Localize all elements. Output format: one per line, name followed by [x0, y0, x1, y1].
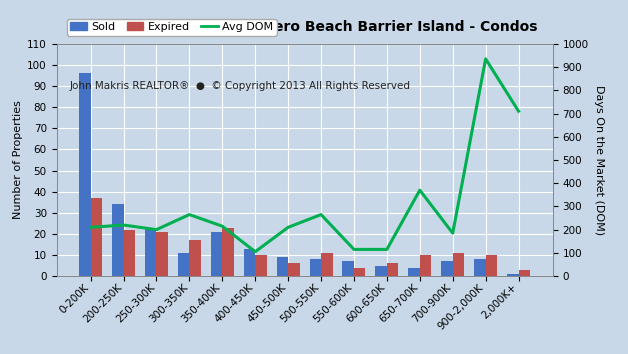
Bar: [408, 268, 420, 276]
Bar: [321, 253, 333, 276]
Bar: [156, 232, 168, 276]
Bar: [441, 261, 453, 276]
Bar: [145, 228, 156, 276]
Bar: [519, 270, 530, 276]
Text: Vero Beach Barrier Island - Condos: Vero Beach Barrier Island - Condos: [264, 20, 538, 34]
Bar: [288, 263, 300, 276]
Bar: [474, 259, 485, 276]
Bar: [376, 266, 387, 276]
Legend: Sold, Expired, Avg DOM: Sold, Expired, Avg DOM: [67, 19, 276, 35]
Bar: [387, 263, 398, 276]
Y-axis label: Days On the Market (DOM): Days On the Market (DOM): [594, 85, 604, 235]
Bar: [190, 240, 201, 276]
Bar: [420, 255, 431, 276]
Bar: [276, 257, 288, 276]
Bar: [79, 73, 90, 276]
Y-axis label: Number of Properties: Number of Properties: [13, 101, 23, 219]
Bar: [211, 232, 222, 276]
Bar: [244, 249, 255, 276]
Bar: [354, 268, 365, 276]
Bar: [255, 255, 267, 276]
Bar: [124, 230, 135, 276]
Bar: [507, 274, 519, 276]
Bar: [342, 261, 354, 276]
Bar: [453, 253, 464, 276]
Bar: [112, 204, 124, 276]
Text: John Makris REALTOR®  ●  © Copyright 2013 All Rights Reserved: John Makris REALTOR® ● © Copyright 2013 …: [70, 81, 411, 91]
Bar: [178, 253, 190, 276]
Bar: [90, 198, 102, 276]
Bar: [310, 259, 321, 276]
Bar: [485, 255, 497, 276]
Bar: [222, 228, 234, 276]
